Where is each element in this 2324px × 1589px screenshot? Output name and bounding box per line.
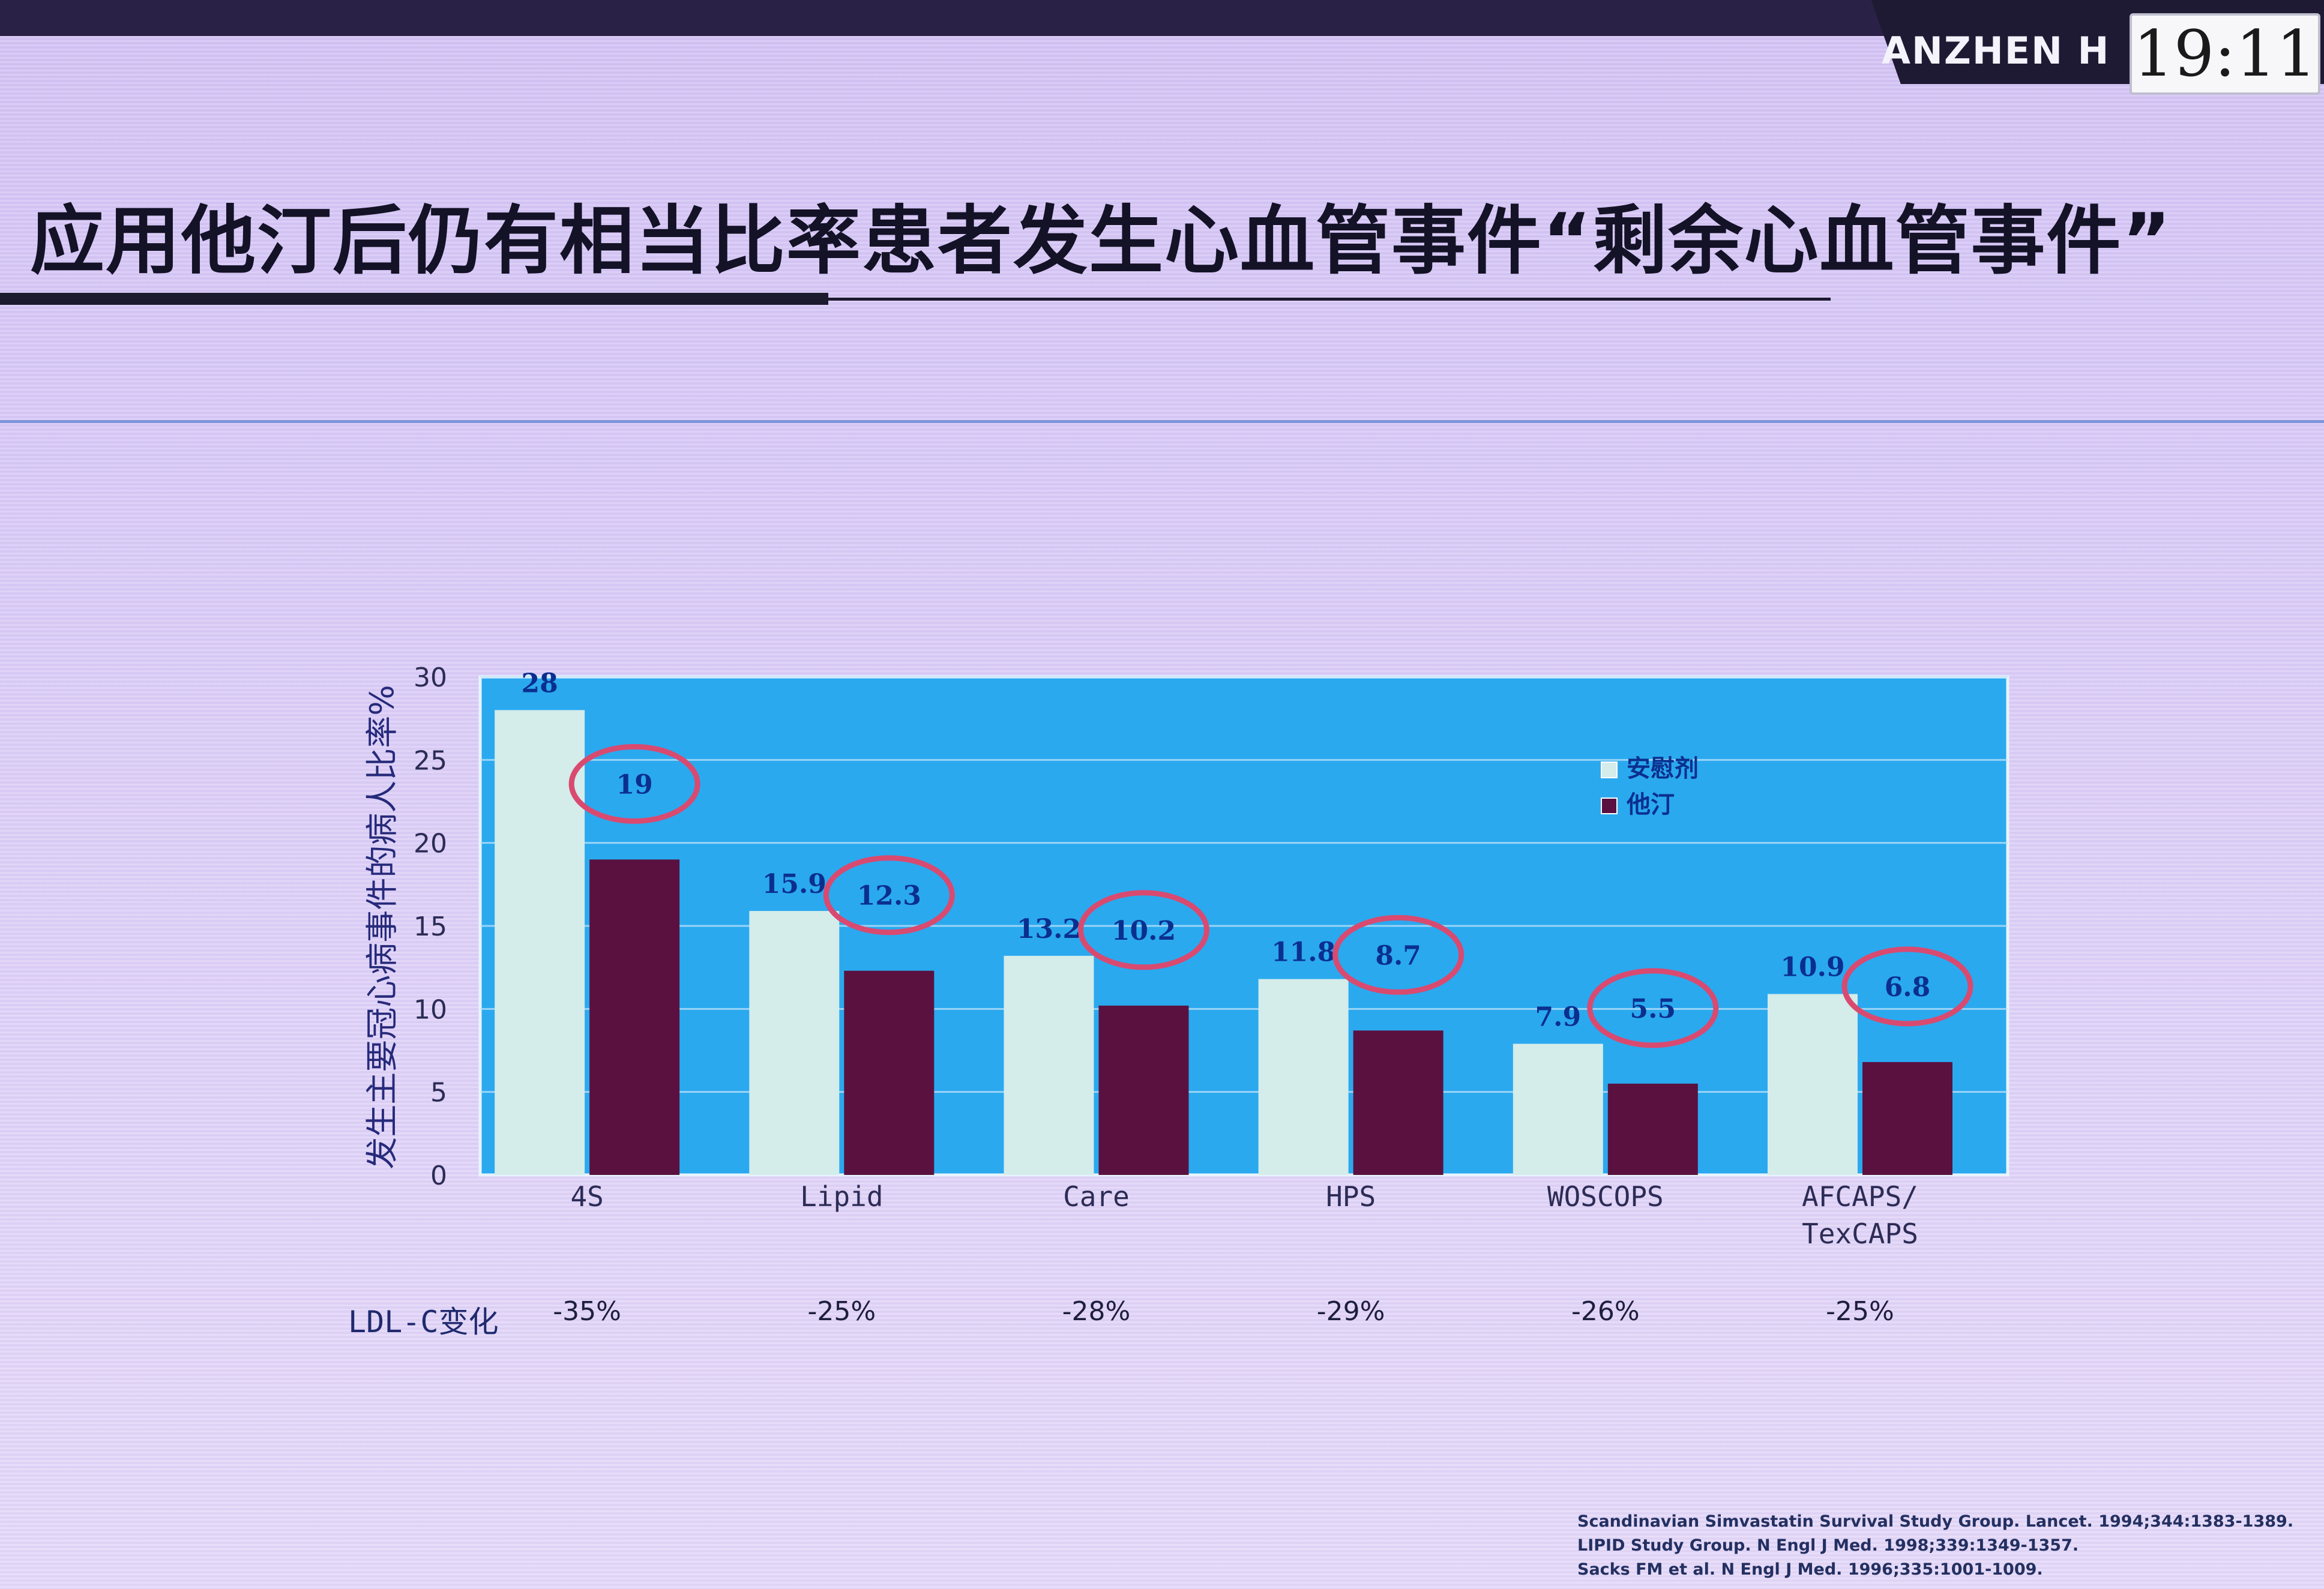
ldl-change-value: -29% [1317,1296,1385,1327]
bar-statin [1607,1083,1698,1175]
reference-line: Sacks FM et al. N Engl J Med. 1996;335:1… [1577,1560,2043,1579]
bar-placebo [1258,979,1349,1175]
y-axis-label: 发生主要冠心病事件的病人比率% [363,685,401,1169]
ldl-change-value: -28% [1062,1296,1131,1327]
legend-label: 安慰剂 [1627,755,1699,782]
bar-statin [1862,1062,1952,1175]
data-label: 8.7 [1375,940,1421,971]
data-label: 15.9 [762,869,826,900]
bar-placebo [749,911,840,1175]
legend-swatch [1601,798,1618,814]
bar-placebo [1004,955,1094,1175]
ldl-change-value: -25% [807,1296,876,1327]
y-tick-label: 30 [414,662,447,693]
bar-statin [1098,1005,1189,1175]
data-label: 5.5 [1630,994,1676,1024]
x-tick-label: HPS [1326,1180,1376,1213]
y-tick-label: 25 [414,745,447,776]
title-underline-thin [828,298,1831,301]
bar-placebo [1767,994,1858,1175]
ldl-change-value: -26% [1571,1296,1640,1327]
y-tick-label: 20 [414,829,447,859]
data-label: 13.2 [1017,914,1081,945]
brand-logo-text: ANZHEN H [1882,29,2110,73]
x-tick-label: TexCAPS [1802,1218,1918,1250]
legend-swatch [1601,761,1618,778]
highlight-circle [1841,946,1973,1027]
x-tick-label: WOSCOPS [1547,1180,1664,1213]
data-label: 12.3 [857,881,921,912]
slide-title: 应用他汀后仍有相当比率患者发生心血管事件“剩余心血管事件” [30,198,2172,284]
data-label: 10.9 [1780,952,1844,982]
data-label: 10.2 [1112,916,1176,946]
data-label: 11.8 [1271,937,1335,968]
x-tick-label: 4S [570,1180,603,1213]
highlight-circle [1587,968,1719,1048]
bar-statin [1353,1030,1443,1175]
data-label: 28 [522,668,558,698]
references: Scandinavian Simvastatin Survival Study … [1577,1510,2293,1582]
reference-line: LIPID Study Group. N Engl J Med. 1998;33… [1577,1536,2079,1555]
highlight-circle [1077,890,1209,970]
highlight-circle [568,743,700,824]
clock: 19:11 [2130,13,2320,95]
ldl-change-label: LDL-C变化 [348,1305,499,1339]
highlight-circle [1332,915,1465,995]
y-tick-label: 0 [430,1161,447,1191]
bar-statin [589,859,680,1175]
legend-label: 他汀 [1626,791,1675,819]
divider-line [0,420,2324,423]
y-tick-label: 5 [430,1078,447,1108]
highlight-circle [823,855,955,936]
ldl-change-value: -35% [553,1296,621,1327]
bar-statin [844,970,935,1175]
y-tick-label: 10 [414,994,447,1025]
y-tick-label: 15 [414,912,447,942]
title-underline-thick [0,293,828,305]
x-tick-label: Care [1063,1180,1130,1213]
data-label: 6.8 [1885,972,1931,1003]
ldl-change-value: -25% [1826,1296,1894,1327]
x-tick-label: Lipid [800,1180,883,1213]
reference-line: Scandinavian Simvastatin Survival Study … [1577,1512,2294,1531]
data-label: 7.9 [1535,1002,1582,1032]
data-label: 19 [616,769,653,800]
x-tick-label: AFCAPS/ [1802,1180,1918,1213]
bar-placebo [1513,1044,1603,1175]
